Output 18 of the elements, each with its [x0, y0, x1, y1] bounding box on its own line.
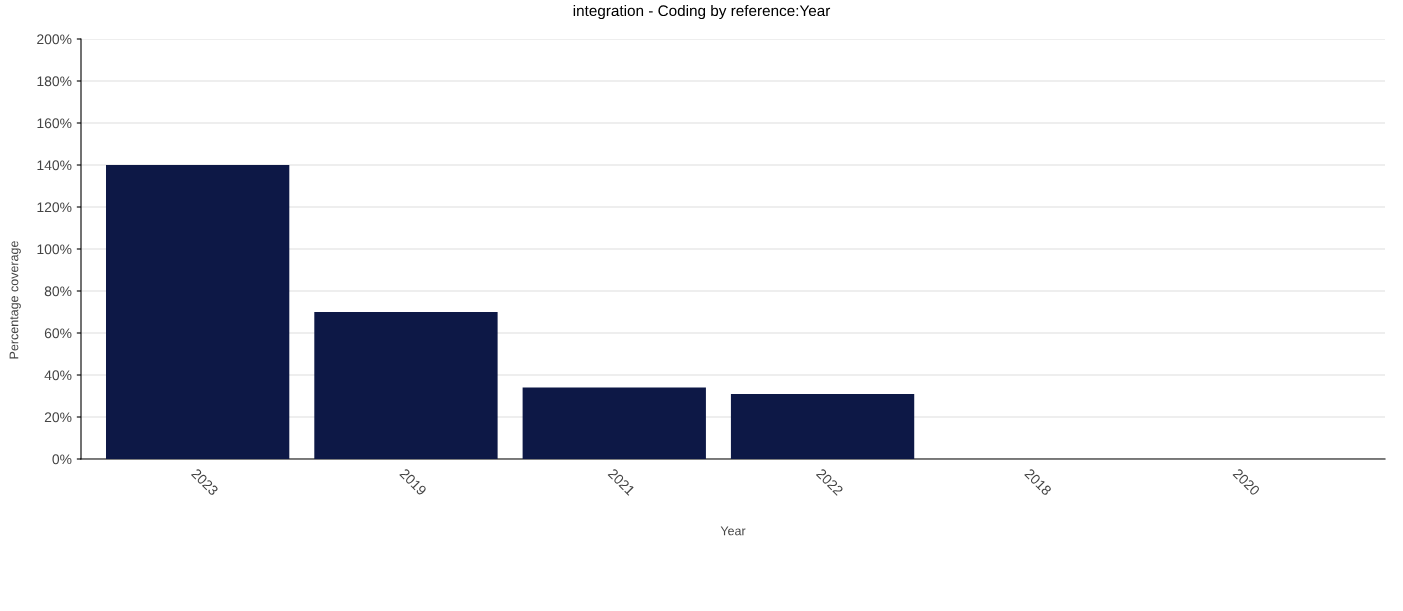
- x-axis-title: Year: [720, 526, 746, 536]
- y-tick-label: 100%: [37, 244, 72, 255]
- y-tick-label: 120%: [37, 202, 72, 213]
- chart-title: integration - Coding by reference:Year: [573, 4, 831, 20]
- bar: [106, 165, 290, 459]
- bar: [314, 312, 498, 459]
- y-tick-label: 180%: [37, 76, 72, 87]
- y-tick-label: 60%: [44, 328, 72, 339]
- bar: [522, 387, 706, 459]
- y-tick-label: 80%: [44, 286, 72, 297]
- y-tick-label: 40%: [44, 370, 72, 381]
- y-tick-label: 200%: [37, 34, 72, 45]
- y-tick-label: 20%: [44, 412, 72, 423]
- y-tick-label: 160%: [37, 118, 72, 129]
- y-tick-label: 140%: [37, 160, 72, 171]
- y-tick-label: 0%: [52, 454, 72, 465]
- bar: [730, 393, 915, 459]
- y-axis-title: Percentage coverage: [9, 241, 21, 359]
